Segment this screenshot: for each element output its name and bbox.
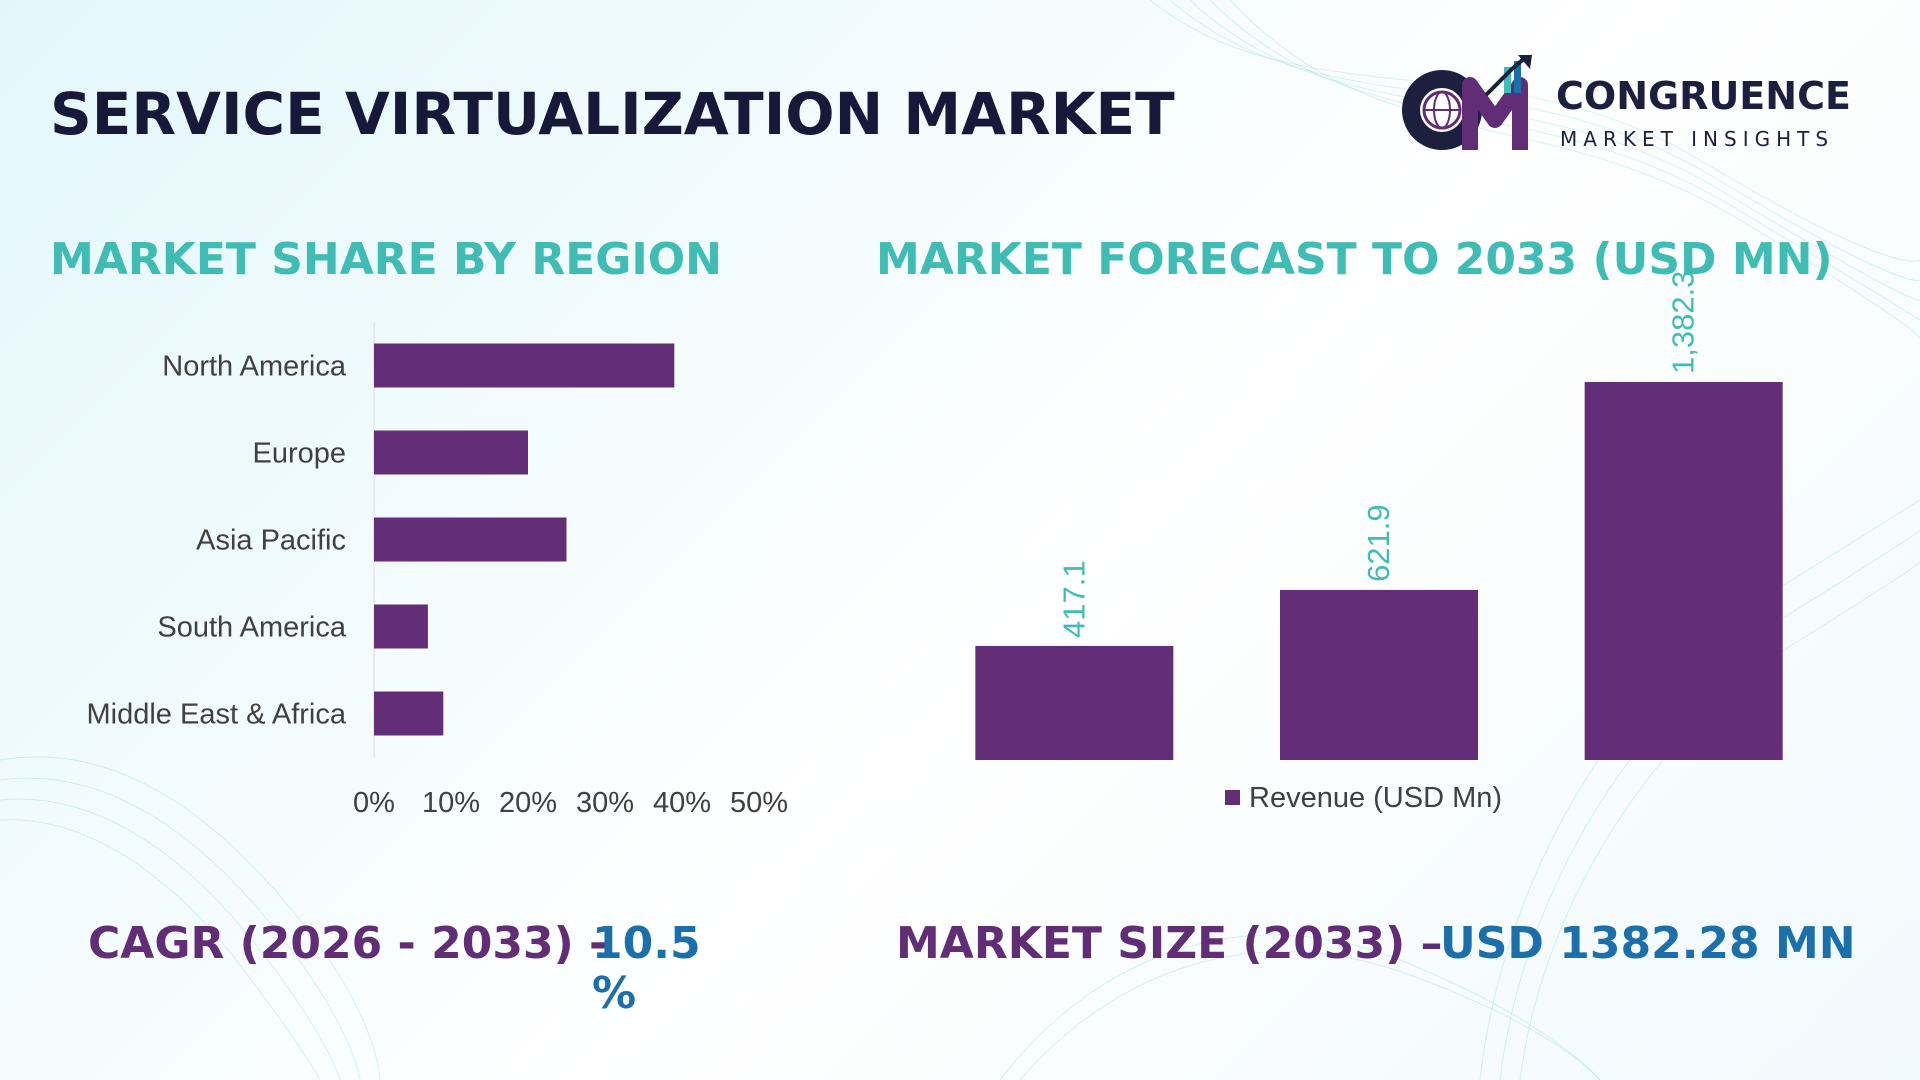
market-size-value: USD 1382.28 MN <box>1440 918 1856 969</box>
region-share-chart: North America Europe Asia Pacific South Ame… <box>87 322 788 819</box>
region-category-label: Asia Pacific <box>196 525 346 557</box>
region-x-tick-label: 10% <box>422 787 480 819</box>
page-title: SERVICE VIRTUALIZATION MARKET <box>50 80 1175 148</box>
region-x-tick-label: 20% <box>499 787 557 819</box>
market-size-label: MARKET SIZE (2033) – <box>896 918 1443 969</box>
cagr-label: CAGR (2026 - 2033) - <box>88 918 608 969</box>
forecast-bar <box>975 645 1174 760</box>
region-category-label: Europe <box>252 438 346 470</box>
legend-swatch <box>1225 790 1240 805</box>
region-x-tick-label: 30% <box>576 787 634 819</box>
region-bar <box>374 517 567 562</box>
region-bar <box>374 691 444 736</box>
legend-label: Revenue (USD Mn) <box>1249 782 1502 814</box>
region-bar <box>374 604 428 649</box>
region-category-label: South America <box>157 612 346 644</box>
forecast-bar <box>1584 382 1783 760</box>
region-category-label: Middle East & Africa <box>87 699 347 731</box>
region-bar <box>374 343 675 388</box>
region-x-tick-label: 0% <box>353 787 395 819</box>
region-x-tick-label: 50% <box>730 787 788 819</box>
cagr-unit: % <box>592 968 637 1019</box>
market-forecast-section-title: MARKET FORECAST TO 2033 (USD MN) <box>876 234 1833 285</box>
region-x-tick-label: 40% <box>653 787 711 819</box>
forecast-data-label: 621.9 <box>1361 504 1396 582</box>
market-share-section-title: MARKET SHARE BY REGION <box>50 234 722 285</box>
forecast-bar <box>1280 589 1478 760</box>
forecast-data-label: 1,382.3 <box>1666 271 1701 374</box>
logo-brand-subtitle: MARKET INSIGHTS <box>1560 127 1835 151</box>
region-category-label: North America <box>162 351 347 383</box>
congruence-logo-icon <box>1402 55 1532 150</box>
cagr-value: 10.5 <box>592 918 701 969</box>
logo-brand-name: CONGRUENCE <box>1556 74 1851 118</box>
forecast-chart: 417.1 621.9 1,382.3 Revenue (USD Mn) <box>975 271 1783 814</box>
forecast-data-label: 417.1 <box>1056 560 1091 638</box>
region-bar <box>374 430 528 475</box>
